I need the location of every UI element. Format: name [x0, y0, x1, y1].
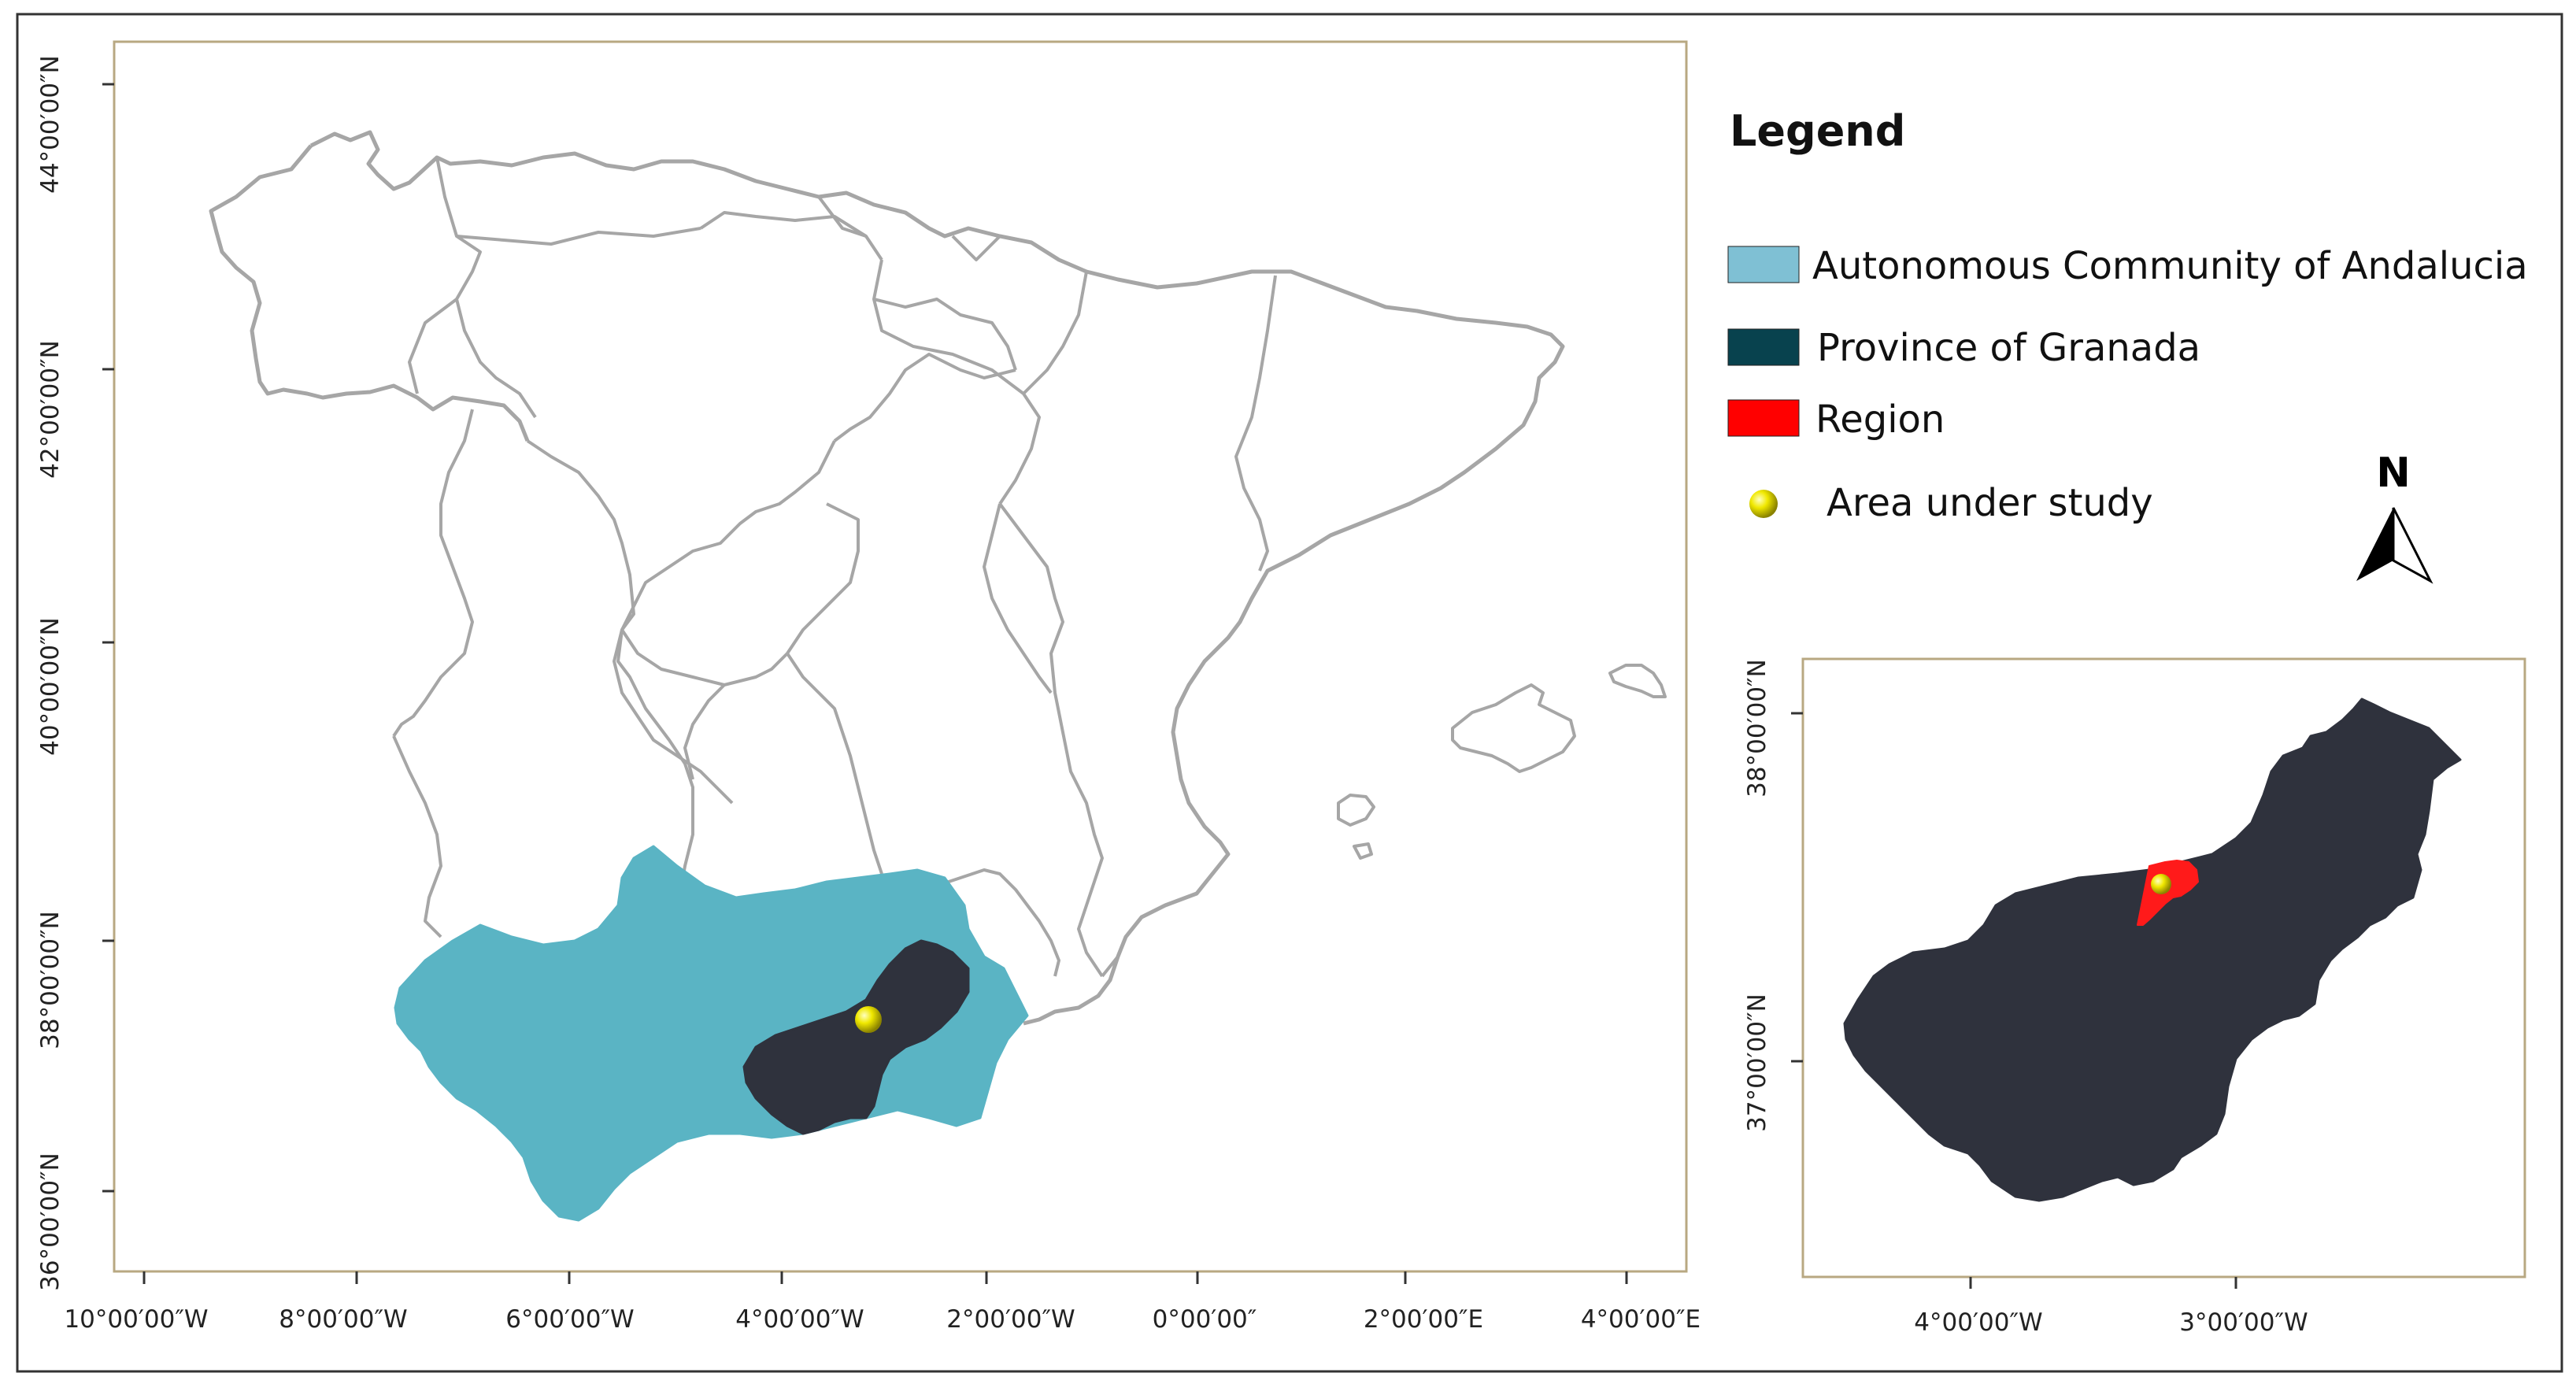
main-x-tick-label: 10°00′00″W	[64, 1305, 208, 1334]
north-arrow-icon	[2356, 508, 2393, 581]
main-map: 44°00′00″N 42°00′00″N 40°00′00″N 38°00′0…	[36, 40, 1701, 1334]
inset-y-tick-label: 38°00′00″N	[1743, 659, 1771, 797]
granada-province	[742, 939, 970, 1135]
andalucia-region	[394, 845, 1029, 1222]
legend-swatch-granada	[1727, 328, 1800, 366]
main-x-tick-label: 4°00′00″E	[1581, 1305, 1701, 1334]
main-y-axis	[102, 83, 114, 1193]
main-x-axis	[142, 1271, 1628, 1284]
main-y-tick-label: 42°00′00″N	[36, 340, 65, 479]
spain-outline-north-west	[209, 144, 530, 442]
main-x-tick-label: 8°00′00″W	[279, 1305, 407, 1334]
main-x-tick-label: 0°00′00″	[1153, 1305, 1257, 1334]
legend-title: Legend	[1730, 106, 1905, 156]
main-y-tick-label: 36°00′00″N	[36, 1153, 65, 1291]
legend-swatch-andalucia	[1727, 246, 1800, 283]
legend-label-study-area: Area under study	[1827, 481, 2153, 525]
legend-label-andalucia: Autonomous Community of Andalucia	[1812, 244, 2528, 288]
main-x-tick-label: 6°00′00″W	[505, 1305, 634, 1334]
legend: Legend Autonomous Community of Andalucia…	[1727, 106, 2528, 525]
north-arrow-icon-right	[2392, 507, 2434, 584]
inset-x-tick-label: 4°00′00″W	[1914, 1308, 2042, 1337]
figure-border	[16, 13, 2563, 1373]
legend-label-granada: Province of Granada	[1817, 326, 2200, 370]
regional-borders	[392, 157, 1277, 978]
legend-swatch-region	[1727, 399, 1800, 437]
north-arrow-label: N	[2376, 450, 2411, 497]
main-y-tick-label: 44°00′00″N	[36, 55, 65, 194]
inset-y-axis	[1791, 712, 1803, 1063]
study-area-point-main	[855, 1006, 882, 1033]
balearic-islands	[1337, 664, 1667, 860]
inset-region	[2137, 860, 2199, 926]
main-x-tick-label: 4°00′00″W	[735, 1305, 864, 1334]
inset-x-axis	[1969, 1277, 2237, 1289]
study-area-point-inset	[2151, 874, 2171, 894]
inset-x-tick-label: 3°00′00″W	[2179, 1308, 2308, 1337]
legend-study-point	[1749, 490, 1778, 518]
spain-outline	[309, 130, 1565, 1026]
inset-y-tick-label: 37°00′00″N	[1743, 994, 1771, 1132]
inset-map: 38°00′00″N 37°00′00″N 4°00′00″W 3°00′00″…	[1743, 657, 2526, 1337]
main-x-tick-label: 2°00′00″E	[1364, 1305, 1483, 1334]
main-y-tick-label: 40°00′00″N	[36, 617, 65, 756]
main-x-tick-label: 2°00′00″W	[946, 1305, 1075, 1334]
main-y-tick-label: 38°00′00″N	[36, 911, 65, 1049]
legend-label-region: Region	[1815, 398, 1945, 442]
north-arrow: N	[2356, 450, 2434, 584]
